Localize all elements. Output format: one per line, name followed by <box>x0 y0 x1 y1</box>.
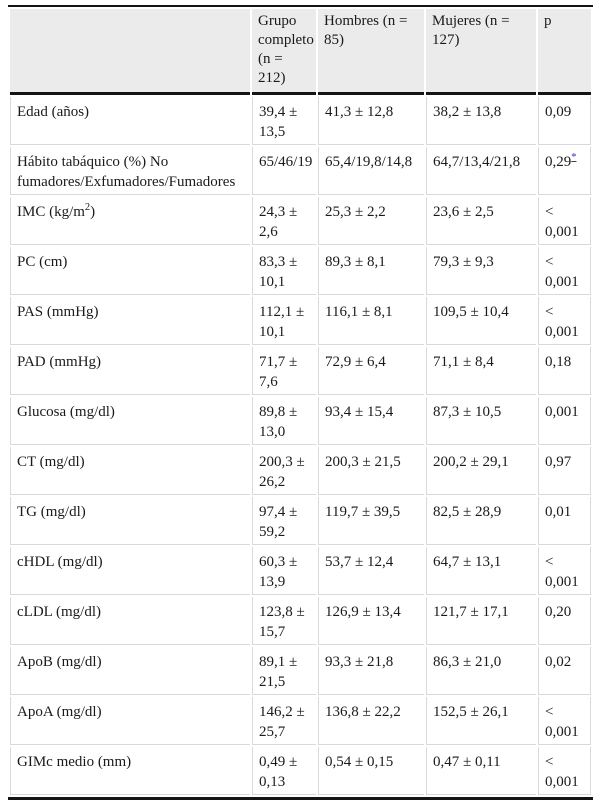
table-row: CT (mg/dl) 200,3 ± 26,2 200,3 ± 21,5 200,2 … <box>10 447 591 495</box>
row-label-cell: ApoA (mg/dl) <box>10 697 250 745</box>
row-label-cell: PAD (mmHg) <box>10 347 250 395</box>
table-row: ApoB (mg/dl) 89,1 ± 21,5 93,3 ± 21,8 86,3 ±… <box>10 647 591 695</box>
value-cell: 146,2 ± 25,7 <box>252 697 316 745</box>
table-row: PC (cm) 83,3 ± 10,1 89,3 ± 8,1 79,3 ± 9,3 < … <box>10 247 591 295</box>
p-value-cell: 0,02 <box>538 647 591 695</box>
column-header-4: p <box>538 9 591 95</box>
value-cell: 87,3 ± 10,5 <box>426 397 536 445</box>
table-row: Hábito tabáquico (%) No fumadores/Exfuma… <box>10 147 591 195</box>
column-header-3: Mujeres (n = 127) <box>426 9 536 95</box>
p-value-cell: 0,18 <box>538 347 591 395</box>
column-header-2: Hombres (n = 85) <box>318 9 424 95</box>
table-row: Glucosa (mg/dl) 89,8 ± 13,0 93,4 ± 15,4 87,… <box>10 397 591 445</box>
value-cell: 116,1 ± 8,1 <box>318 297 424 345</box>
value-cell: 38,2 ± 13,8 <box>426 97 536 145</box>
value-cell: 97,4 ± 59,2 <box>252 497 316 545</box>
value-cell: 25,3 ± 2,2 <box>318 197 424 245</box>
row-label-cell: Glucosa (mg/dl) <box>10 397 250 445</box>
value-cell: 200,3 ± 26,2 <box>252 447 316 495</box>
p-value-cell: < 0,001 <box>538 547 591 595</box>
table-row: ApoA (mg/dl) 146,2 ± 25,7 136,8 ± 22,2 152,… <box>10 697 591 745</box>
value-cell: 112,1 ± 10,1 <box>252 297 316 345</box>
value-cell: 72,9 ± 6,4 <box>318 347 424 395</box>
value-cell: 53,7 ± 12,4 <box>318 547 424 595</box>
value-cell: 24,3 ± 2,6 <box>252 197 316 245</box>
table-body: Edad (años) 39,4 ± 13,5 41,3 ± 12,8 38,2 ± … <box>10 97 591 795</box>
value-cell: 64,7/13,4/21,8 <box>426 147 536 195</box>
value-cell: 65,4/19,8/14,8 <box>318 147 424 195</box>
p-value-cell: 0,09 <box>538 97 591 145</box>
column-header-1: Grupo completo (n = 212) <box>252 9 316 95</box>
header-row: Grupo completo (n = 212) Hombres (n = 85)… <box>10 9 591 95</box>
corner-header-cell <box>10 9 250 95</box>
table-row: TG (mg/dl) 97,4 ± 59,2 119,7 ± 39,5 82,5 ± … <box>10 497 591 545</box>
table-row: cHDL (mg/dl) 60,3 ± 13,9 53,7 ± 12,4 64,7 ±… <box>10 547 591 595</box>
value-cell: 89,3 ± 8,1 <box>318 247 424 295</box>
footnote-marker: * <box>571 152 576 163</box>
value-cell: 152,5 ± 26,1 <box>426 697 536 745</box>
superscript-text: 2 <box>84 202 91 213</box>
table-row: PAS (mmHg) 112,1 ± 10,1 116,1 ± 8,1 109,5 ±… <box>10 297 591 345</box>
row-label-cell: CT (mg/dl) <box>10 447 250 495</box>
value-cell: 71,7 ± 7,6 <box>252 347 316 395</box>
value-cell: 119,7 ± 39,5 <box>318 497 424 545</box>
table-row: IMC (kg/m2) 24,3 ± 2,6 25,3 ± 2,2 23,6 ± 2,… <box>10 197 591 245</box>
table-row: GIMc medio (mm) 0,49 ± 0,13 0,54 ± 0,15 0,4… <box>10 747 591 795</box>
value-cell: 136,8 ± 22,2 <box>318 697 424 745</box>
row-label-cell: TG (mg/dl) <box>10 497 250 545</box>
value-cell: 200,3 ± 21,5 <box>318 447 424 495</box>
value-cell: 109,5 ± 10,4 <box>426 297 536 345</box>
clinical-characteristics-table-container: Grupo completo (n = 212) Hombres (n = 85)… <box>8 5 593 800</box>
value-cell: 64,7 ± 13,1 <box>426 547 536 595</box>
p-value-cell: < 0,001 <box>538 197 591 245</box>
p-value-cell: 0,97 <box>538 447 591 495</box>
row-label-cell: Hábito tabáquico (%) No fumadores/Exfuma… <box>10 147 250 195</box>
value-cell: 93,3 ± 21,8 <box>318 647 424 695</box>
row-label-cell: IMC (kg/m2) <box>10 197 250 245</box>
row-label-cell: ApoB (mg/dl) <box>10 647 250 695</box>
value-cell: 83,3 ± 10,1 <box>252 247 316 295</box>
p-value-cell: < 0,001 <box>538 247 591 295</box>
value-cell: 86,3 ± 21,0 <box>426 647 536 695</box>
value-cell: 39,4 ± 13,5 <box>252 97 316 145</box>
value-cell: 71,1 ± 8,4 <box>426 347 536 395</box>
p-value-cell: 0,20 <box>538 597 591 645</box>
value-cell: 126,9 ± 13,4 <box>318 597 424 645</box>
value-cell: 93,4 ± 15,4 <box>318 397 424 445</box>
value-cell: 89,1 ± 21,5 <box>252 647 316 695</box>
table-row: cLDL (mg/dl) 123,8 ± 15,7 126,9 ± 13,4 121,… <box>10 597 591 645</box>
table-row: PAD (mmHg) 71,7 ± 7,6 72,9 ± 6,4 71,1 ± 8,4… <box>10 347 591 395</box>
row-label-cell: PAS (mmHg) <box>10 297 250 345</box>
value-cell: 60,3 ± 13,9 <box>252 547 316 595</box>
value-cell: 123,8 ± 15,7 <box>252 597 316 645</box>
baseline-characteristics-table: Grupo completo (n = 212) Hombres (n = 85)… <box>8 5 593 800</box>
row-label-cell: Edad (años) <box>10 97 250 145</box>
p-value-cell: < 0,001 <box>538 297 591 345</box>
p-value-cell: < 0,001 <box>538 697 591 745</box>
value-cell: 23,6 ± 2,5 <box>426 197 536 245</box>
value-cell: 89,8 ± 13,0 <box>252 397 316 445</box>
p-value-cell: 0,01 <box>538 497 591 545</box>
row-label-cell: cLDL (mg/dl) <box>10 597 250 645</box>
footnote-asterisk-link[interactable]: * <box>571 152 577 163</box>
p-value-cell: 0,29* <box>538 147 591 195</box>
value-cell: 200,2 ± 29,1 <box>426 447 536 495</box>
value-cell: 82,5 ± 28,9 <box>426 497 536 545</box>
value-cell: 65/46/19 <box>252 147 316 195</box>
p-value-cell: 0,001 <box>538 397 591 445</box>
row-label-cell: cHDL (mg/dl) <box>10 547 250 595</box>
row-label-cell: PC (cm) <box>10 247 250 295</box>
table-row: Edad (años) 39,4 ± 13,5 41,3 ± 12,8 38,2 ± … <box>10 97 591 145</box>
value-cell: 121,7 ± 17,1 <box>426 597 536 645</box>
value-cell: 79,3 ± 9,3 <box>426 247 536 295</box>
value-cell: 41,3 ± 12,8 <box>318 97 424 145</box>
